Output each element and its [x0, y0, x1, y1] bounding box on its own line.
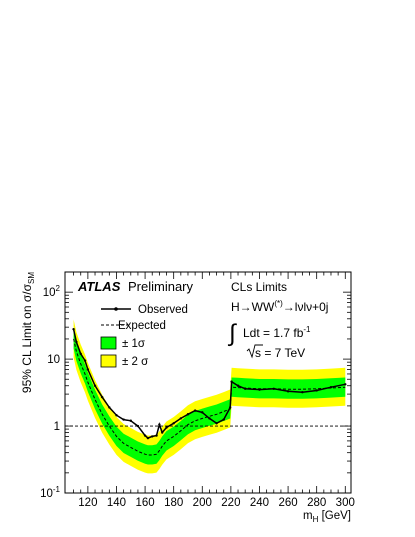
observed-point [155, 434, 158, 437]
x-tick-label: 240 [250, 497, 269, 509]
x-tick-label: 300 [336, 497, 355, 509]
observed-point [236, 384, 240, 387]
observed-point [286, 390, 290, 393]
observed-point [129, 419, 132, 422]
observed-point [79, 352, 82, 356]
experiment-label: ATLAS [77, 279, 121, 294]
observed-point [93, 384, 97, 387]
observed-point [165, 426, 168, 429]
observed-line [72, 329, 346, 439]
observed-point [143, 434, 147, 437]
integral-sign: ∫ [227, 320, 237, 347]
observed-point [201, 411, 204, 414]
plot-frame [64, 271, 352, 494]
legend-band2-label: ± 2 σ [122, 356, 148, 368]
status-label: Preliminary [128, 279, 194, 294]
observed-point [136, 424, 140, 428]
x-tick-label: 220 [221, 497, 240, 509]
band-1sigma-layer [73, 329, 346, 465]
y-tick-label: 1 [54, 421, 60, 433]
method-label: CLs Limits [231, 280, 287, 294]
x-tick-label: 280 [307, 497, 326, 509]
observed-point [172, 422, 175, 425]
series-lines-layer [72, 327, 347, 456]
observed-point [208, 417, 211, 420]
legend-observed-marker [114, 307, 118, 311]
observed-point [228, 406, 232, 409]
observed-point [344, 383, 347, 386]
observed-point [179, 417, 183, 420]
observed-point [115, 414, 118, 417]
observed-point [72, 327, 75, 331]
x-tick-label: 200 [193, 497, 212, 509]
observed-point [158, 423, 161, 426]
legend-band2-swatch [100, 354, 117, 368]
observed-point [75, 340, 78, 344]
observed-point [301, 391, 304, 394]
legend-expected-label: Expected [118, 320, 166, 332]
observed-point [86, 368, 90, 371]
legend-band1-label: ± 1σ [122, 338, 145, 350]
x-tick-label: 120 [78, 497, 97, 509]
band-1sigma [73, 329, 346, 465]
y-tick-label: 102 [43, 284, 61, 299]
observed-point [151, 435, 154, 438]
y-tick-label: 10 [47, 354, 60, 366]
observed-point [315, 389, 318, 392]
axis-ticks-layer: 120 140 160 180 200 220 240 260 280 300 10-1 1 10 102 [40, 271, 355, 509]
legend: Observed Expected ± 1σ ± 2 σ [100, 304, 188, 368]
observed-point [215, 422, 218, 425]
y-tick-label: 10-1 [40, 485, 60, 500]
band-2sigma-layer [73, 319, 346, 474]
observed-point [83, 359, 87, 362]
lumi-label: Ldt = 1.7 fb-1 [243, 325, 311, 340]
observed-point [146, 436, 150, 440]
sqrt-sign [246, 344, 263, 359]
legend-observed-label: Observed [138, 304, 188, 316]
observed-point [272, 387, 275, 391]
observed-point [258, 388, 261, 391]
y-axis-title: 95% CL Limit on σ/σSM [20, 272, 36, 393]
observed-point [186, 413, 190, 416]
observed-point [193, 409, 197, 412]
observed-point [329, 386, 333, 389]
energy-label: s = 7 TeV [255, 346, 305, 360]
x-axis-title: mH [GeV] [303, 510, 351, 524]
observed-point [243, 387, 247, 391]
band-2sigma [73, 319, 346, 474]
x-tick-label: 180 [164, 497, 183, 509]
observed-point [100, 395, 104, 399]
x-tick-label: 140 [107, 497, 126, 509]
observed-point [108, 406, 111, 409]
observed-point [122, 418, 125, 421]
channel-label: H→WW(*)→lνlν+0j [231, 299, 328, 314]
legend-band1-swatch [100, 336, 117, 350]
observed-point [230, 380, 233, 383]
observed-point [222, 418, 225, 421]
x-tick-label: 260 [278, 497, 297, 509]
x-tick-label: 160 [135, 497, 154, 509]
observed-point [161, 431, 164, 434]
